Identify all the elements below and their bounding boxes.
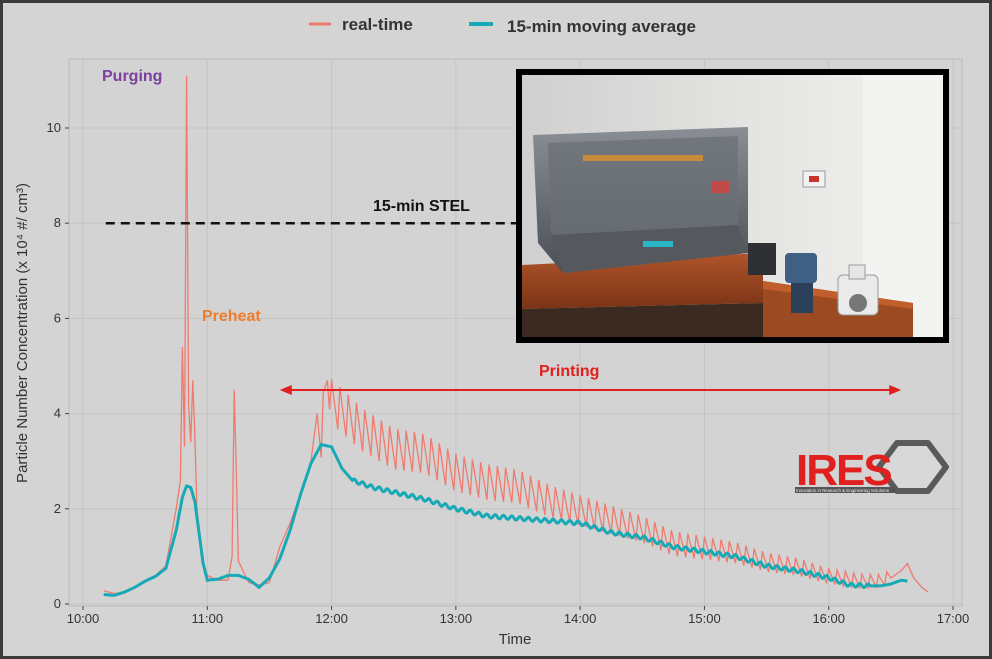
y-tick-label: 0 (54, 596, 61, 611)
ires-logo-tagline: Innovation in Research & Engineering Sol… (796, 488, 890, 493)
legend-realtime-label: real-time (342, 15, 413, 34)
y-axis: 0 2 4 6 8 10 (47, 120, 69, 611)
preheat-label: Preheat (202, 308, 261, 325)
y-tick-label: 6 (54, 310, 61, 325)
x-tick-label: 16:00 (812, 611, 845, 626)
y-tick-label: 10 (47, 120, 61, 135)
y-tick-label: 2 (54, 501, 61, 516)
y-tick-label: 8 (54, 215, 61, 230)
printing-arrow-left-head (279, 385, 292, 395)
x-tick-label: 15:00 (688, 611, 721, 626)
x-tick-label: 11:00 (191, 611, 223, 626)
chart-svg: real-time 15-min moving average 0246810 … (14, 15, 970, 648)
x-axis-title: Time (499, 631, 532, 648)
legend-average-label: 15-min moving average (507, 17, 696, 36)
x-tick-label: 13:00 (440, 611, 473, 626)
legend: real-time 15-min moving average (309, 15, 696, 36)
x-axis: 10:00 11:00 12:00 13:00 14:00 15:00 16:00 17:00 (67, 606, 970, 626)
x-tick-label: 17:00 (937, 611, 970, 626)
printing-span-arrow (279, 385, 902, 395)
x-tick-label: 10:00 (67, 611, 100, 626)
realtime-series-line (103, 75, 929, 595)
printing-arrow-right-head (889, 385, 902, 395)
x-tick-label: 12:00 (315, 611, 348, 626)
ires-logo-text: IRES (796, 446, 891, 495)
y-axis-title: Particle Number Concentration (x 10⁴ #/ … (14, 183, 31, 483)
purging-label: Purging (102, 68, 162, 85)
stel-label: 15-min STEL (373, 198, 470, 215)
x-tick-label: 14:00 (564, 611, 597, 626)
average-series-line (103, 442, 908, 597)
3d-printer-photo (516, 69, 949, 343)
printing-label: Printing (539, 363, 599, 380)
y-tick-label: 4 (54, 406, 61, 421)
ires-logo: IRES Innovation in Research & Engineerin… (795, 440, 949, 495)
